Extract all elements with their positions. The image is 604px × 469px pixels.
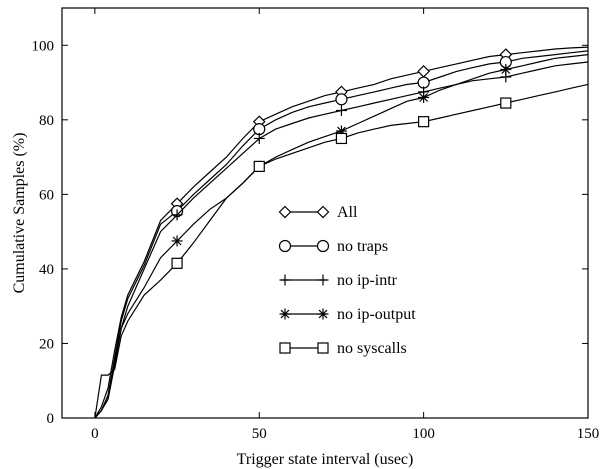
marker-asterisk xyxy=(317,308,329,320)
series-line xyxy=(94,54,589,419)
marker-plus xyxy=(317,274,329,286)
x-axis-ticks: 0 50 100 150 xyxy=(91,8,599,442)
legend-item: no syscalls xyxy=(279,340,407,357)
y-tick-label: 40 xyxy=(39,262,54,278)
marker-circle xyxy=(316,239,330,253)
legend-item: no ip-output xyxy=(279,306,416,323)
legend-label: no traps xyxy=(337,238,388,255)
y-tick-label: 100 xyxy=(32,38,55,54)
marker-asterisk xyxy=(500,64,512,75)
marker-plus xyxy=(279,274,291,286)
plot-border xyxy=(61,7,589,419)
marker-square xyxy=(500,97,512,109)
marker-diamond xyxy=(417,65,430,78)
y-tick-label: 80 xyxy=(39,113,54,129)
legend-label: All xyxy=(337,204,358,221)
marker-plus xyxy=(253,132,265,144)
legend-item: no traps xyxy=(278,238,388,255)
series-layer xyxy=(94,46,589,419)
series-line xyxy=(94,83,589,419)
legend-label: no syscalls xyxy=(337,340,407,357)
marker-asterisk xyxy=(279,308,291,320)
x-tick-label: 50 xyxy=(252,426,267,442)
marker-square xyxy=(335,132,348,145)
legend-label: no ip-intr xyxy=(337,272,398,289)
marker-circle xyxy=(335,93,348,106)
marker-asterisk xyxy=(171,235,183,247)
x-tick-label: 150 xyxy=(577,426,600,442)
series-no-traps xyxy=(94,50,589,419)
marker-plus xyxy=(335,105,347,116)
marker-square xyxy=(171,257,183,269)
y-tick-label: 0 xyxy=(47,411,55,427)
series-no-syscalls xyxy=(94,83,589,419)
marker-square xyxy=(418,116,430,128)
legend-item: All xyxy=(278,204,358,221)
marker-square xyxy=(317,342,329,354)
y-axis-label: Cumulative Samples (%) xyxy=(11,133,28,294)
marker-plus xyxy=(171,209,183,221)
marker-asterisk xyxy=(418,91,430,103)
legend: All no traps no ip-intr no ip-output no sysc… xyxy=(278,204,416,357)
marker-circle xyxy=(278,239,292,253)
y-tick-label: 20 xyxy=(39,336,54,352)
x-tick-label: 100 xyxy=(412,426,435,442)
x-axis-label: Trigger state interval (usec) xyxy=(237,451,414,468)
y-tick-label: 60 xyxy=(39,187,54,203)
marker-square xyxy=(279,342,291,354)
marker-diamond xyxy=(316,205,330,219)
series-line xyxy=(94,50,589,419)
x-tick-label: 0 xyxy=(91,426,99,442)
plot-frame xyxy=(61,7,589,419)
marker-diamond xyxy=(278,205,292,219)
legend-label: no ip-output xyxy=(337,306,416,323)
legend-item: no ip-intr xyxy=(279,272,398,289)
series-line xyxy=(94,61,589,419)
marker-square xyxy=(253,160,265,173)
series-line xyxy=(94,46,589,419)
y-axis-ticks: 0 20 40 60 80 100 xyxy=(32,38,588,427)
